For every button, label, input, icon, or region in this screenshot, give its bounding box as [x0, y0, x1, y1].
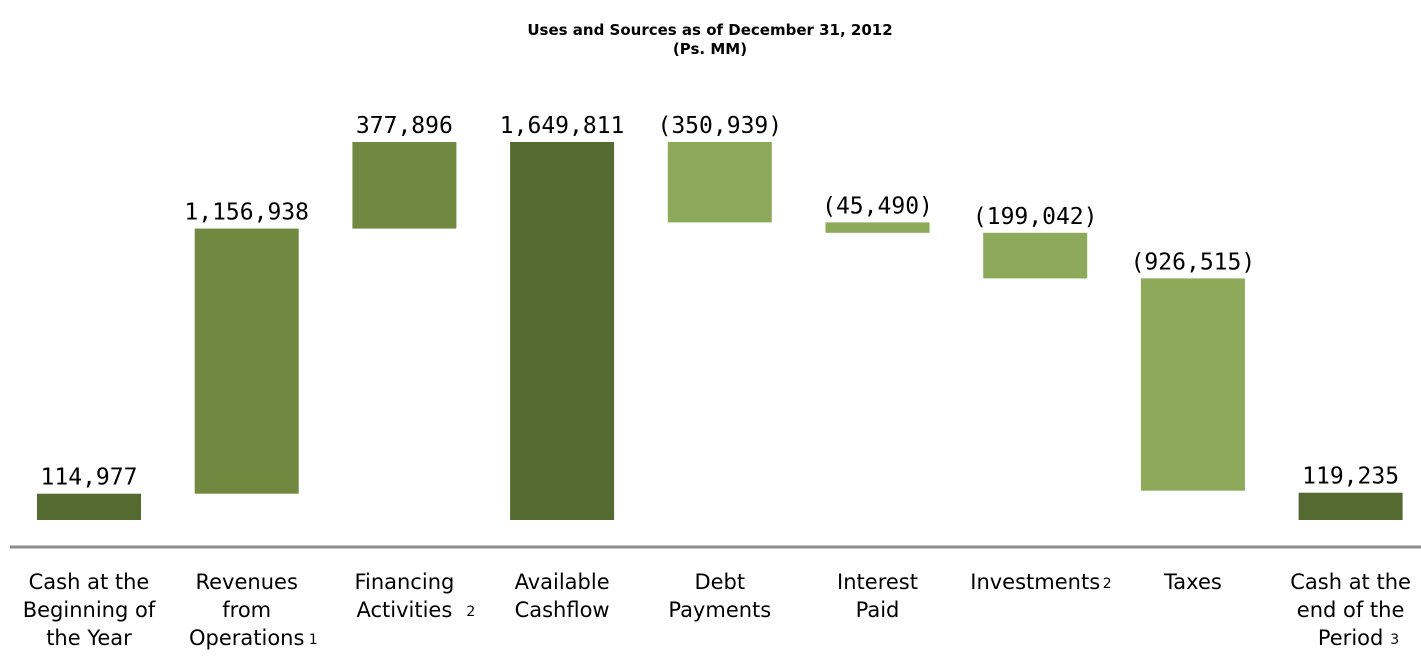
bar-4 — [510, 142, 615, 520]
category-label-1-line-2: Beginning of — [23, 598, 156, 622]
bar-7 — [983, 232, 1088, 279]
footnote-marker-9: 3 — [1390, 632, 1399, 648]
bars-group: 114,977 1,156,938 377,896 1,649,811 (350,939… — [37, 113, 1403, 520]
value-label-7: (199,042) — [973, 204, 1098, 230]
value-label-2: 1,156,938 — [184, 200, 309, 226]
value-label-9: 119,235 — [1302, 464, 1399, 490]
category-label-6-line-2: Paid — [856, 598, 900, 622]
value-label-8: (926,515) — [1131, 249, 1256, 275]
value-label-6: (45,490) — [822, 193, 933, 219]
bar-6 — [825, 222, 930, 233]
category-label-9-line-2: end of the — [1297, 598, 1405, 622]
value-label-1: 114,977 — [41, 465, 138, 491]
category-label-6-line-1: Interest — [837, 570, 918, 594]
bar-2 — [194, 228, 299, 494]
footnote-marker-2: 1 — [309, 632, 318, 648]
bar-3 — [352, 142, 457, 229]
category-label-9-line-1: Cash at the — [1290, 570, 1411, 594]
chart-subtitle: (Ps. MM) — [673, 40, 747, 58]
value-label-5: (350,939) — [657, 113, 782, 139]
category-label-2-line-1: Revenues — [195, 570, 297, 594]
category-label-3-line-2: Activities — [356, 598, 452, 622]
value-label-3: 377,896 — [356, 113, 453, 139]
chart-title: Uses and Sources as of December 31, 2012 — [527, 21, 892, 39]
category-label-8-line-1: Taxes — [1163, 570, 1222, 594]
category-label-3-line-1: Financing — [354, 570, 454, 594]
value-label-4: 1,649,811 — [500, 113, 625, 139]
category-label-2-line-3: Operations — [189, 626, 304, 650]
bar-1 — [37, 493, 141, 520]
category-label-1-line-3: the Year — [46, 626, 132, 650]
footnote-marker-7: 2 — [1103, 576, 1112, 592]
category-label-4-line-2: Cashflow — [515, 598, 610, 622]
category-label-5-line-1: Debt — [694, 570, 745, 594]
category-label-5-line-2: Payments — [668, 598, 771, 622]
category-label-4-line-1: Available — [515, 570, 610, 594]
category-label-9-line-3: Period — [1318, 626, 1383, 650]
category-label-1-line-1: Cash at the — [29, 570, 150, 594]
footnote-marker-3: 2 — [466, 604, 475, 620]
category-label-2-line-2: from — [222, 598, 271, 622]
category-label-7-line-1: Investments — [970, 570, 1100, 594]
bar-8 — [1140, 278, 1245, 491]
category-labels-group: Cash at the Beginning of the Year Revenues f… — [23, 570, 1411, 650]
bar-5 — [667, 142, 772, 223]
bar-9 — [1298, 492, 1403, 520]
